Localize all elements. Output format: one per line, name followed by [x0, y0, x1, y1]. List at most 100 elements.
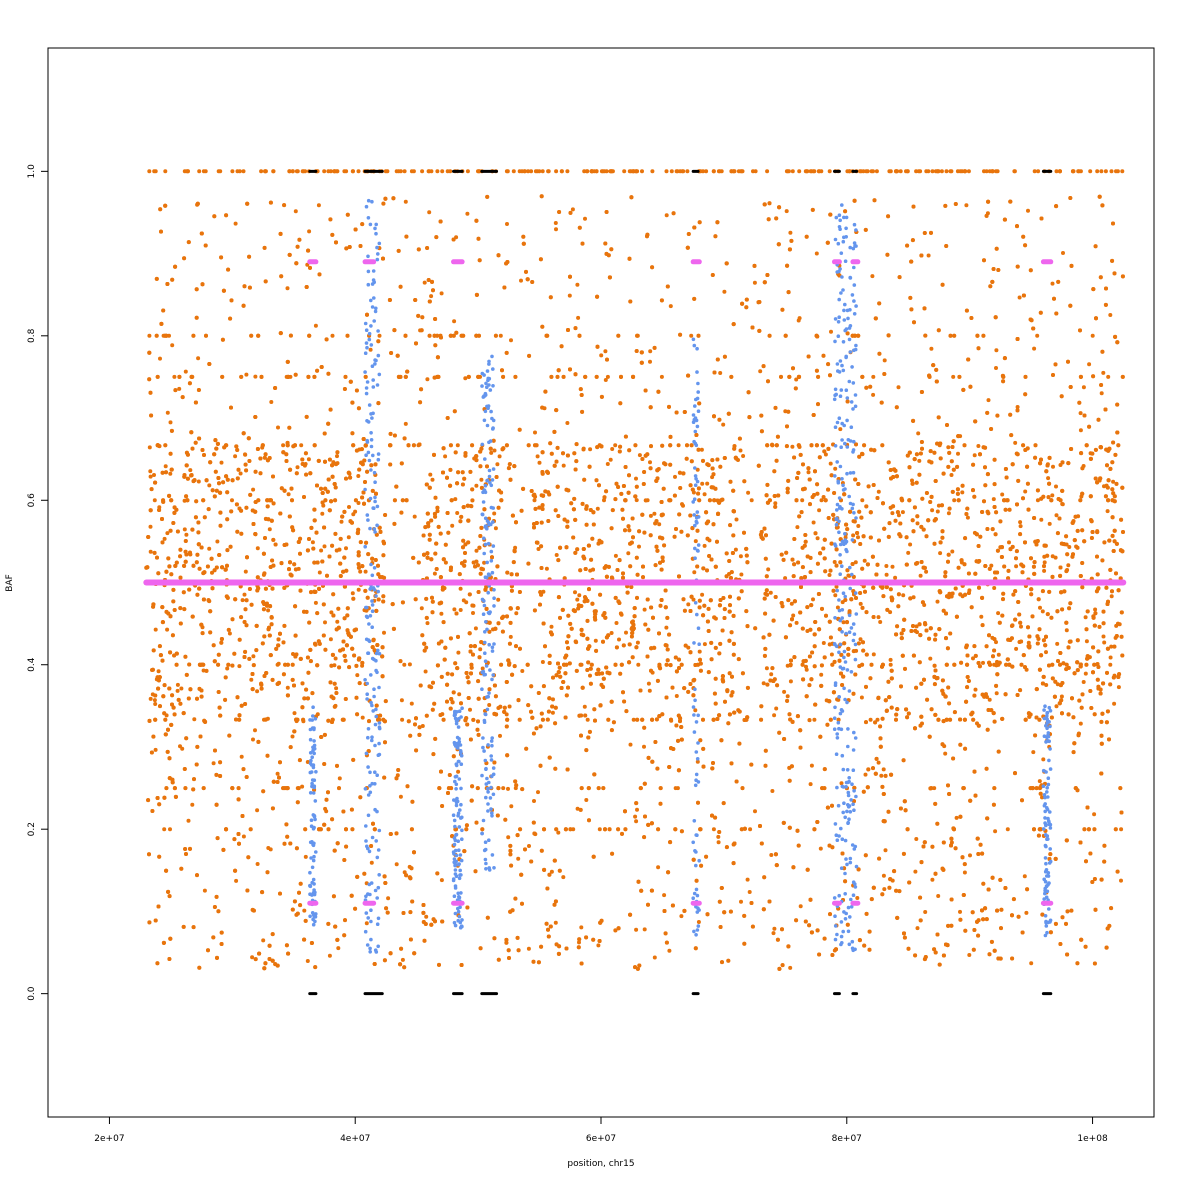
data-point — [918, 573, 923, 578]
data-point — [458, 586, 463, 591]
data-point — [1029, 961, 1034, 966]
data-point — [335, 619, 340, 624]
data-point — [516, 856, 521, 861]
data-point — [152, 698, 157, 703]
data-point — [458, 608, 463, 612]
data-point — [307, 229, 312, 234]
data-point — [1022, 874, 1027, 879]
data-point — [276, 425, 280, 430]
data-point — [202, 888, 207, 893]
data-point — [884, 572, 889, 577]
data-point — [275, 662, 280, 667]
data-point — [817, 508, 822, 513]
data-point — [664, 625, 669, 630]
data-point — [556, 830, 561, 835]
data-point — [952, 498, 957, 503]
data-point — [1083, 671, 1088, 676]
data-point — [994, 366, 998, 370]
data-point — [871, 374, 876, 379]
data-point — [814, 251, 819, 256]
data-point — [153, 747, 158, 752]
data-point — [1081, 680, 1086, 684]
data-point — [835, 605, 840, 610]
data-point — [656, 865, 661, 870]
data-point — [179, 686, 184, 691]
data-point — [761, 681, 766, 686]
data-point — [186, 818, 191, 823]
data-point — [1092, 812, 1097, 817]
data-point — [791, 613, 796, 618]
data-point — [917, 458, 922, 463]
data-point — [628, 742, 633, 747]
data-point — [967, 953, 972, 957]
data-point — [233, 454, 238, 459]
data-point — [425, 621, 430, 626]
data-point — [613, 443, 618, 448]
data-point — [1023, 489, 1028, 494]
data-point — [858, 601, 863, 606]
data-point — [908, 542, 913, 547]
data-point — [783, 409, 788, 414]
data-point — [565, 421, 570, 425]
data-point — [662, 893, 667, 898]
data-point — [1083, 615, 1088, 620]
data-point — [243, 569, 248, 574]
data-point — [285, 685, 290, 690]
data-point — [184, 532, 189, 537]
data-point — [930, 508, 935, 513]
data-point — [215, 539, 220, 544]
data-point — [505, 222, 509, 226]
data-point — [906, 550, 911, 555]
data-point — [327, 953, 332, 958]
data-point — [979, 614, 984, 619]
data-point — [480, 666, 485, 671]
data-point — [806, 470, 811, 475]
data-point — [509, 804, 514, 809]
data-point — [172, 374, 177, 379]
data-point — [1111, 479, 1116, 484]
data-point — [1018, 524, 1023, 529]
data-point — [1050, 493, 1055, 498]
data-point — [766, 567, 771, 572]
data-point — [147, 333, 152, 338]
data-point — [196, 356, 201, 361]
data-point — [930, 877, 935, 882]
data-point — [319, 548, 324, 553]
data-point — [492, 448, 497, 453]
data-point — [808, 782, 813, 787]
data-point — [497, 454, 502, 459]
data-point — [356, 474, 361, 478]
data-point — [968, 853, 972, 858]
data-point — [468, 707, 472, 712]
data-point — [163, 464, 168, 469]
data-point — [1061, 251, 1065, 255]
data-point — [733, 547, 738, 552]
data-point — [251, 487, 256, 492]
data-point — [344, 546, 348, 551]
data-point — [911, 595, 916, 600]
data-point — [700, 592, 705, 597]
data-point — [603, 378, 608, 382]
data-point — [1105, 509, 1110, 514]
data-point — [1054, 513, 1059, 518]
data-point — [821, 495, 826, 499]
data-point — [1112, 701, 1117, 706]
data-point — [593, 638, 598, 643]
data-point — [741, 454, 746, 458]
data-point — [838, 427, 843, 432]
data-point — [738, 448, 743, 453]
data-point — [875, 717, 880, 722]
data-point — [1042, 568, 1047, 573]
data-point — [949, 473, 954, 477]
data-point — [1037, 779, 1042, 784]
data-point — [316, 203, 321, 208]
data-point — [253, 728, 257, 733]
data-point — [631, 717, 636, 722]
data-point — [790, 444, 795, 449]
data-point — [533, 430, 537, 435]
data-point — [456, 769, 461, 774]
data-point — [789, 601, 794, 606]
data-point — [901, 593, 906, 598]
data-point — [855, 896, 860, 900]
data-point — [716, 840, 721, 845]
